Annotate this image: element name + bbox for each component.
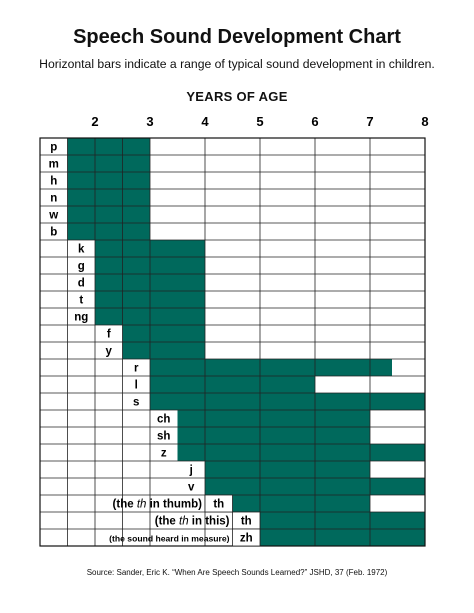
bar-ch	[177, 410, 370, 427]
sound-label-m: m	[49, 159, 59, 171]
bar-y	[122, 342, 205, 359]
sound-label-ch: ch	[157, 414, 170, 426]
bar-sh	[177, 427, 370, 444]
source-note: Source: Sander, Eric K. “When Are Speech…	[86, 568, 388, 577]
label-box-th	[204, 494, 233, 513]
sound-label-j: j	[189, 465, 193, 477]
bar-r	[150, 359, 392, 376]
sound-label-d: d	[78, 278, 85, 290]
bar-j	[205, 461, 370, 478]
sound-label-t: t	[79, 295, 83, 307]
x-tick-label: 2	[91, 114, 98, 129]
x-tick-label: 5	[256, 114, 263, 129]
sound-label-n: n	[50, 193, 57, 205]
sound-label-s: s	[133, 397, 139, 409]
sound-description: (the sound heard in measure)	[109, 534, 229, 544]
sound-label-l: l	[135, 380, 138, 392]
chart-subtitle: Horizontal bars indicate a range of typi…	[39, 57, 435, 71]
sound-label-k: k	[78, 244, 85, 256]
sound-label-sh: sh	[157, 431, 170, 443]
bar-n	[67, 189, 150, 206]
bar-h	[67, 172, 150, 189]
sound-label-g: g	[78, 261, 85, 273]
x-tick-label: 3	[146, 114, 153, 129]
label-box-zh	[232, 528, 261, 547]
sound-label-th: th	[241, 516, 252, 528]
bar-p	[67, 138, 150, 155]
sound-label-r: r	[134, 363, 139, 375]
bar-s	[150, 393, 425, 410]
sound-label-b: b	[50, 227, 57, 239]
bar-w	[67, 206, 150, 223]
bar-th	[260, 512, 425, 529]
sound-label-ng: ng	[74, 312, 88, 324]
sound-label-f: f	[107, 329, 111, 341]
bar-zh	[260, 529, 425, 546]
bar-z	[177, 444, 425, 461]
sound-description: (the th in thumb)	[113, 499, 203, 511]
x-tick-label: 6	[311, 114, 318, 129]
x-axis-label: YEARS OF AGE	[186, 89, 288, 104]
sound-label-zh: zh	[240, 533, 253, 545]
sound-label-h: h	[50, 176, 57, 188]
bar-l	[150, 376, 315, 393]
x-tick-label: 8	[421, 114, 428, 129]
bar-m	[67, 155, 150, 172]
sound-description: (the th in this)	[155, 516, 230, 528]
chart-title: Speech Sound Development Chart	[73, 26, 401, 48]
bar-b	[67, 223, 150, 240]
x-tick-label: 7	[366, 114, 373, 129]
sound-label-v: v	[188, 482, 195, 494]
bar-th	[232, 495, 370, 512]
sound-label-y: y	[106, 346, 113, 358]
sound-label-p: p	[50, 142, 57, 154]
bar-f	[122, 325, 205, 342]
sound-label-w: w	[48, 210, 58, 222]
sound-label-z: z	[161, 448, 167, 460]
sound-label-th: th	[213, 499, 224, 511]
x-tick-label: 4	[201, 114, 209, 129]
